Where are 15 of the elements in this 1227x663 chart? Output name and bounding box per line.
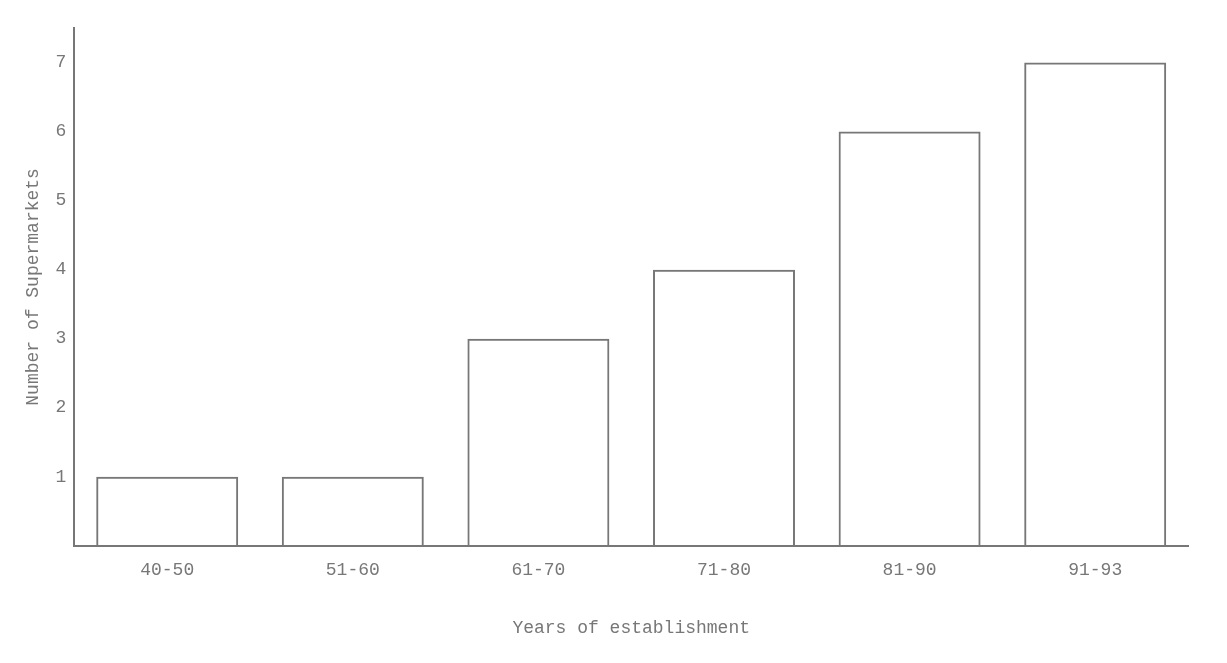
y-tick-label: 2 (55, 397, 67, 418)
y-axis-title: Number of Supermarkets (22, 168, 43, 406)
x-tick-label: 71-80 (696, 560, 752, 581)
y-tick-label: 7 (55, 52, 67, 73)
x-tick-label: 81-90 (882, 560, 937, 581)
y-tick-label: 3 (55, 328, 67, 349)
x-tick-label: 51-60 (325, 560, 380, 581)
y-tick-label: 4 (55, 259, 67, 280)
y-tick-label: 1 (55, 466, 67, 487)
x-axis-title: Years of establishment (512, 617, 751, 638)
x-tick-label: 91-93 (1068, 560, 1123, 581)
x-tick-label: 61-70 (511, 560, 566, 581)
y-tick-label: 6 (55, 121, 67, 142)
y-tick-label: 5 (55, 190, 67, 211)
x-tick-label: 40-50 (140, 560, 195, 581)
